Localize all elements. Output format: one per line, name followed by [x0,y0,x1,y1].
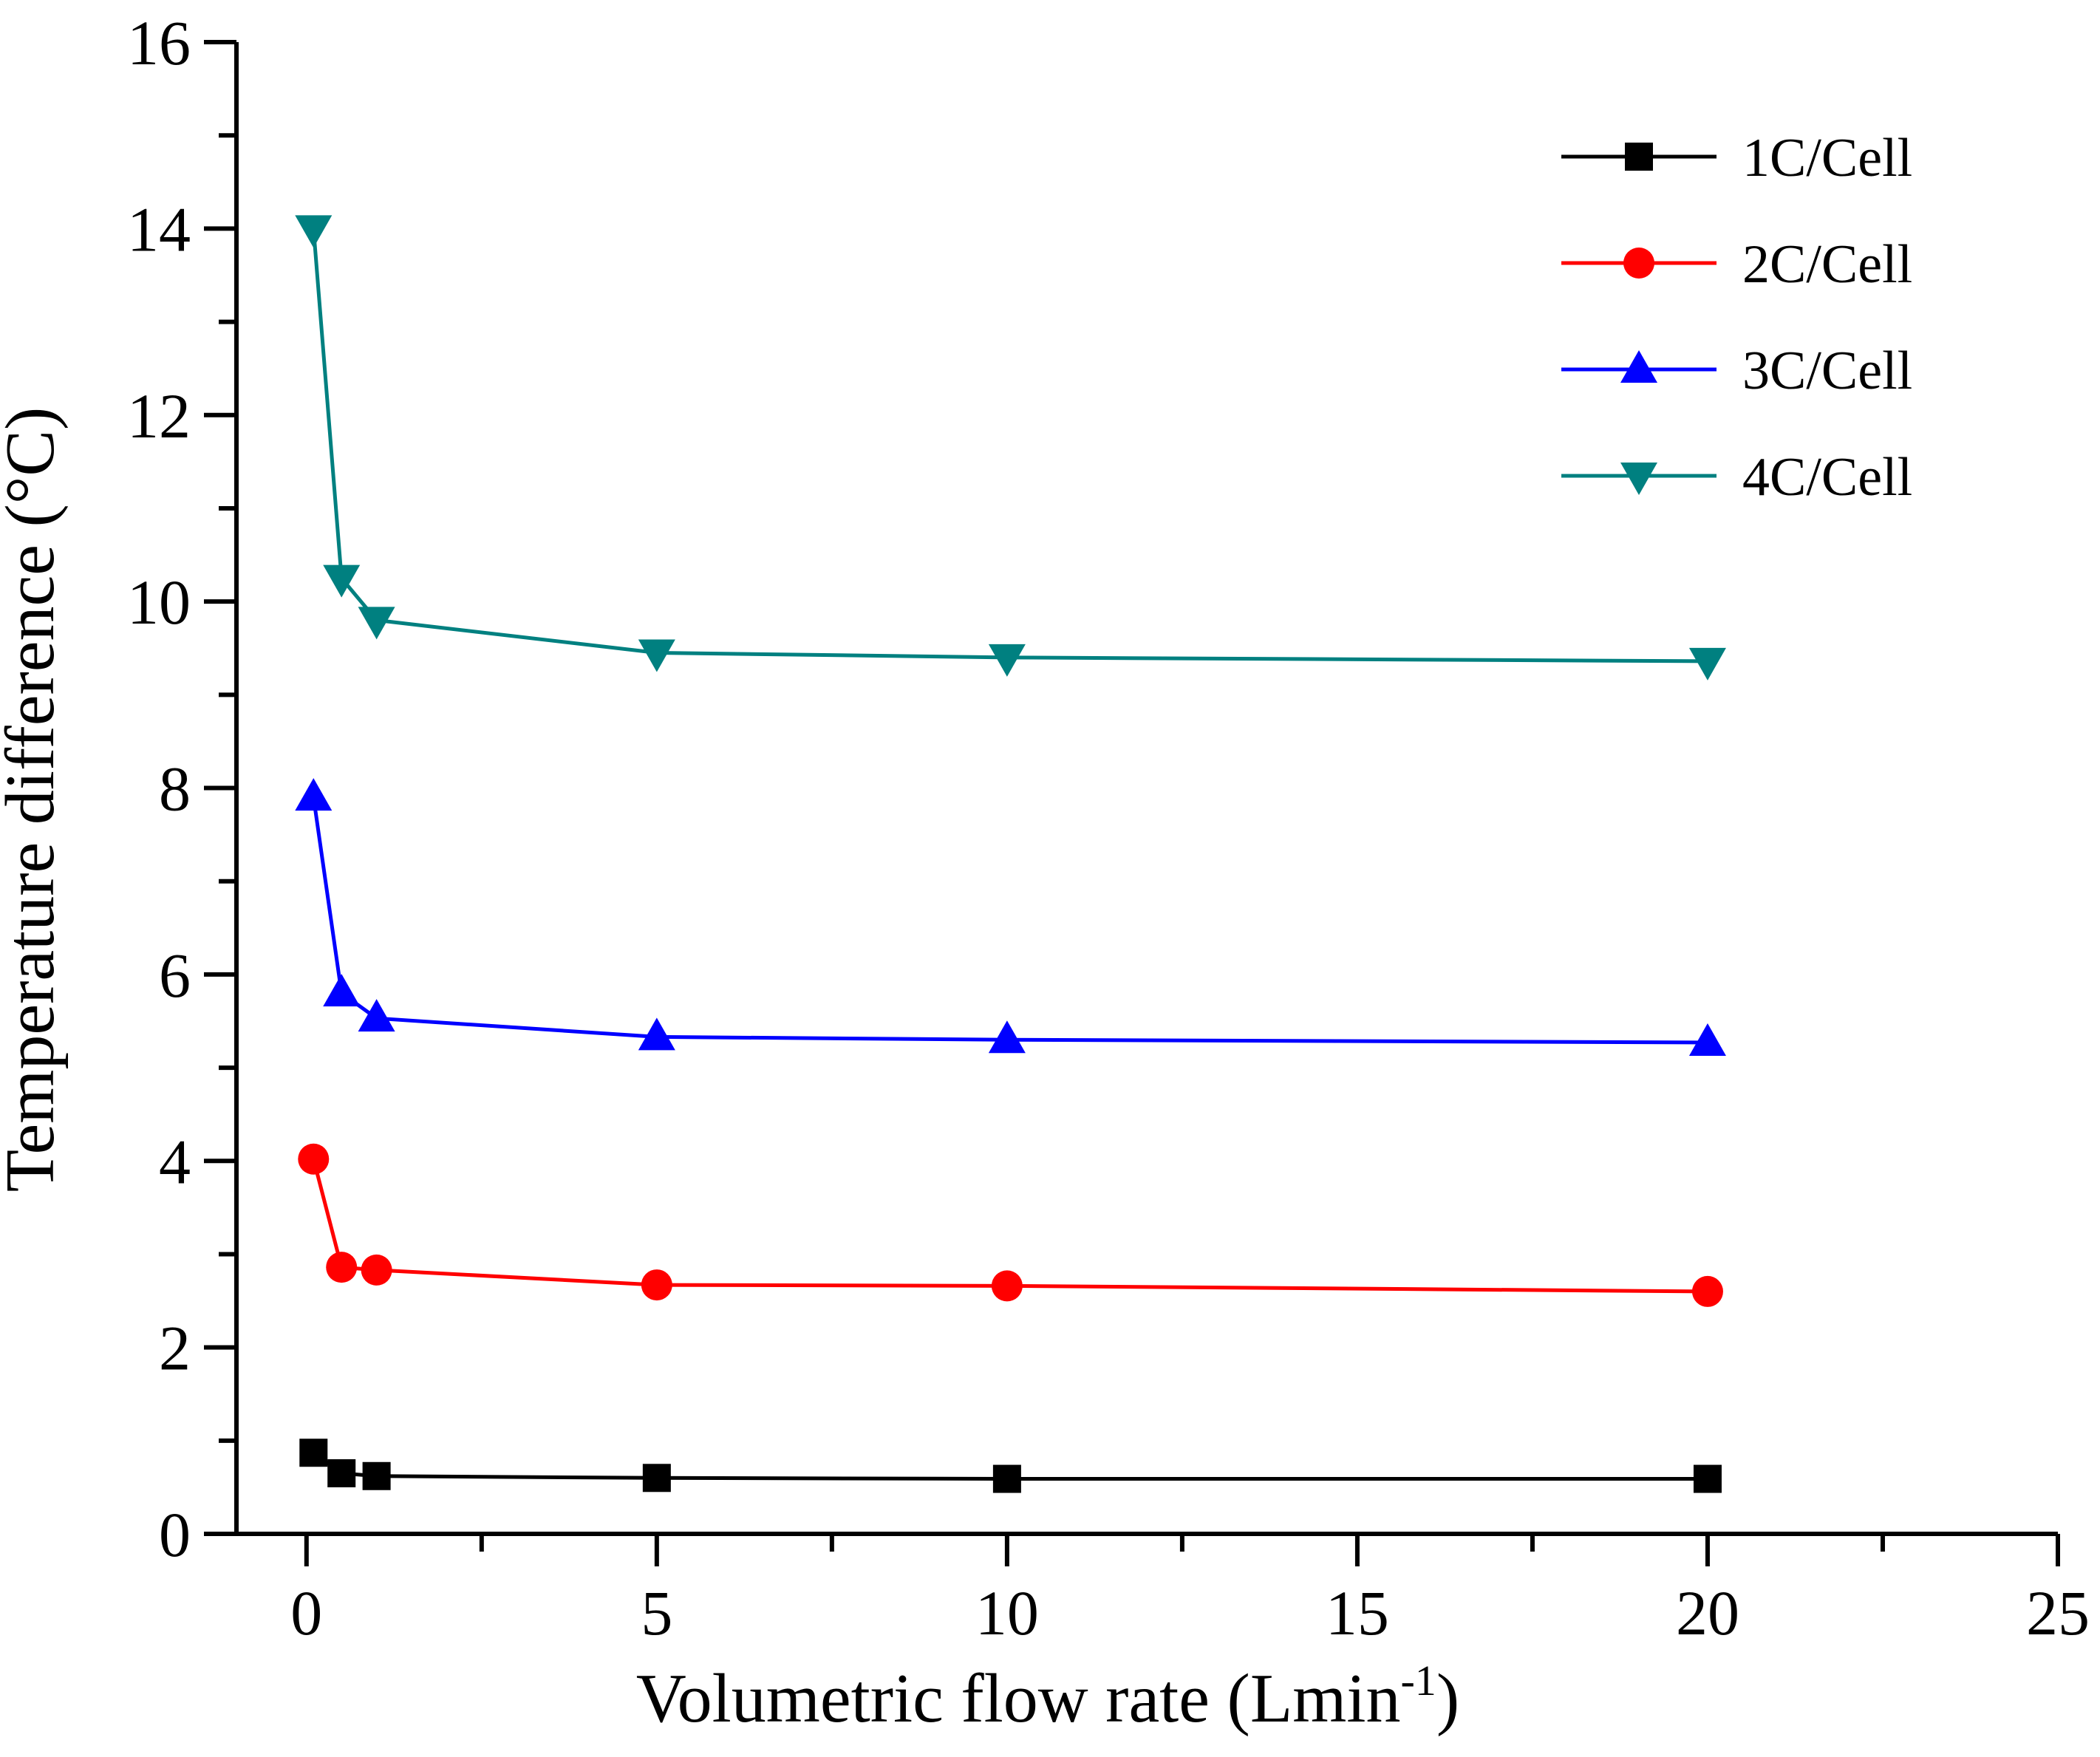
legend-marker [1623,248,1654,279]
legend-item: 4C/Cell [1561,447,1912,508]
legend-marker [1625,143,1653,171]
data-point [1693,1464,1722,1493]
y-tick-label: 12 [127,381,191,451]
legend-label: 1C/Cell [1742,128,1912,188]
data-point [362,1461,391,1490]
y-tick-label: 16 [127,7,191,78]
data-point [299,1439,328,1467]
data-point [358,607,395,640]
data-point [642,1464,671,1492]
legend-item: 1C/Cell [1561,128,1912,188]
data-point [1691,1275,1723,1307]
series-3 [295,778,1726,1056]
legend-label: 3C/Cell [1742,341,1912,401]
x-tick-label: 20 [1676,1577,1739,1648]
data-point [992,1464,1021,1493]
data-point [295,778,333,811]
y-axis-title: Temperature difference (°C) [0,407,69,1193]
x-axis-title-suffix: ) [1436,1660,1459,1737]
series-line [311,1159,1708,1294]
data-point [1688,1023,1726,1056]
data-point [988,644,1026,677]
data-point [361,1254,392,1286]
x-tick-label: 0 [290,1577,322,1648]
data-point [638,639,675,672]
x-axis-title-sup: -1 [1400,1657,1436,1705]
y-tick-label: 14 [127,194,191,265]
data-point [991,1270,1023,1302]
legend-marker [1620,350,1657,383]
y-tick-label: 8 [159,754,191,825]
x-tick-label: 25 [2026,1577,2090,1648]
data-point [298,1143,330,1175]
data-point [323,564,361,598]
data-point [323,974,361,1007]
legend-item: 2C/Cell [1561,234,1912,295]
data-point [988,1020,1026,1054]
x-ticks: 0 5 10 15 20 25 [290,1534,2090,1648]
data-point [638,1017,675,1051]
y-ticks: 0 2 4 6 8 10 12 14 16 [127,7,236,1570]
data-point [358,999,395,1032]
series-line [311,796,1708,1045]
y-tick-label: 2 [159,1313,191,1384]
x-tick-label: 5 [641,1577,672,1648]
data-point [1688,647,1726,680]
x-tick-label: 10 [975,1577,1039,1648]
y-tick-label: 10 [127,567,191,638]
y-tick-label: 4 [159,1126,191,1197]
legend: 1C/Cell 2C/Cell 3C/Cell 4C/Cell [1561,128,1912,508]
legend-marker [1620,463,1657,495]
series-2 [298,1143,1723,1307]
series-1 [299,1439,1722,1493]
x-axis-title-main: Volumetric flow rate (Lmin [636,1660,1401,1737]
series-line [311,228,1708,663]
data-point [641,1269,672,1301]
x-tick-label: 15 [1326,1577,1389,1648]
legend-label: 4C/Cell [1742,447,1912,508]
series-layer [295,215,1726,1493]
x-axis-title: Volumetric flow rate (Lmin-1) [636,1657,1459,1737]
data-point [295,215,333,248]
data-point [327,1459,356,1487]
legend-label: 2C/Cell [1742,234,1912,295]
y-tick-label: 0 [159,1499,191,1570]
data-point [326,1252,358,1283]
y-tick-label: 6 [159,940,191,1011]
legend-item: 3C/Cell [1561,341,1912,401]
series-4 [295,215,1726,680]
